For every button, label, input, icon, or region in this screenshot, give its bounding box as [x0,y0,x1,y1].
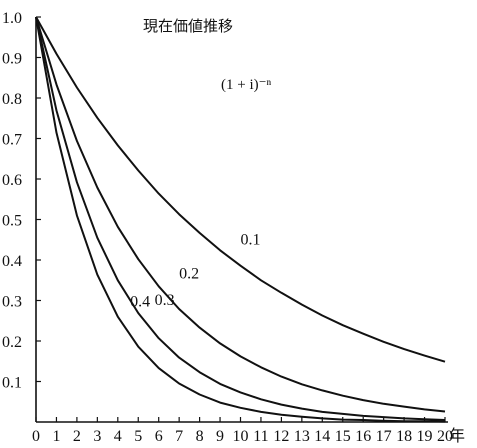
x-tick-label: 14 [314,428,330,445]
y-tick-label: 0.1 [2,375,22,392]
x-tick-label: 4 [114,428,122,445]
formula-annotation: (1 + i)⁻ⁿ [221,77,272,93]
y-tick-label: 0.4 [2,253,22,270]
x-tick-label: 19 [417,428,433,445]
y-tick-label: 0.2 [2,334,22,351]
series-label-0.1: 0.1 [241,231,261,248]
y-tick-label: 1.0 [2,10,22,27]
series-line-0.4 [35,16,446,423]
x-tick-label: 13 [294,428,310,445]
x-tick-label: 10 [233,428,249,445]
x-unit-label: 年 [449,427,465,445]
x-tick-label: 17 [376,428,392,445]
y-tick-label: 0.6 [2,172,22,189]
curves [35,16,446,423]
series-label-0.2: 0.2 [179,265,199,282]
x-tick-label: 8 [196,428,204,445]
x-tick-label: 6 [155,428,163,445]
y-tick-label: 0.5 [2,213,22,230]
x-tick-label: 20 [437,428,453,445]
chart-title: 現在価値推移 [143,17,233,35]
x-tick-label: 15 [335,428,351,445]
x-tick-label: 12 [273,428,289,445]
x-tick-label: 11 [253,428,268,445]
y-tick-label: 0.8 [2,91,22,108]
series-line-0.3 [35,16,446,421]
y-tick-label: 0.9 [2,51,22,68]
curve-labels: 0.1 0.20.3 0.4 [130,231,260,310]
y-tick-label: 0.7 [2,132,22,149]
x-tick-label: 2 [73,428,81,445]
series-line-0.2 [35,16,446,413]
series-line-0.1 [35,16,446,363]
series-label-0.3: 0.3 [155,292,175,309]
x-tick-label: 9 [216,428,224,445]
series-label-0.4: 0.4 [130,294,150,311]
y-tick-label: 0.3 [2,294,22,311]
y-ticks: 0.1 0.2 0.3 0.4 0.5 0.6 0.7 0.8 0.9 1.0 [2,10,41,392]
x-tick-label: 16 [355,428,371,445]
x-tick-label: 5 [134,428,142,445]
x-tick-label: 0 [32,428,40,445]
x-tick-label: 7 [175,428,183,445]
x-ticks: 0 1 2 3 4 5 6 7 8 9 10 11 12 13 14 15 16 17 18 19 20 [32,417,453,445]
x-tick-label: 1 [52,428,60,445]
x-tick-label: 3 [93,428,101,445]
x-tick-label: 18 [396,428,412,445]
